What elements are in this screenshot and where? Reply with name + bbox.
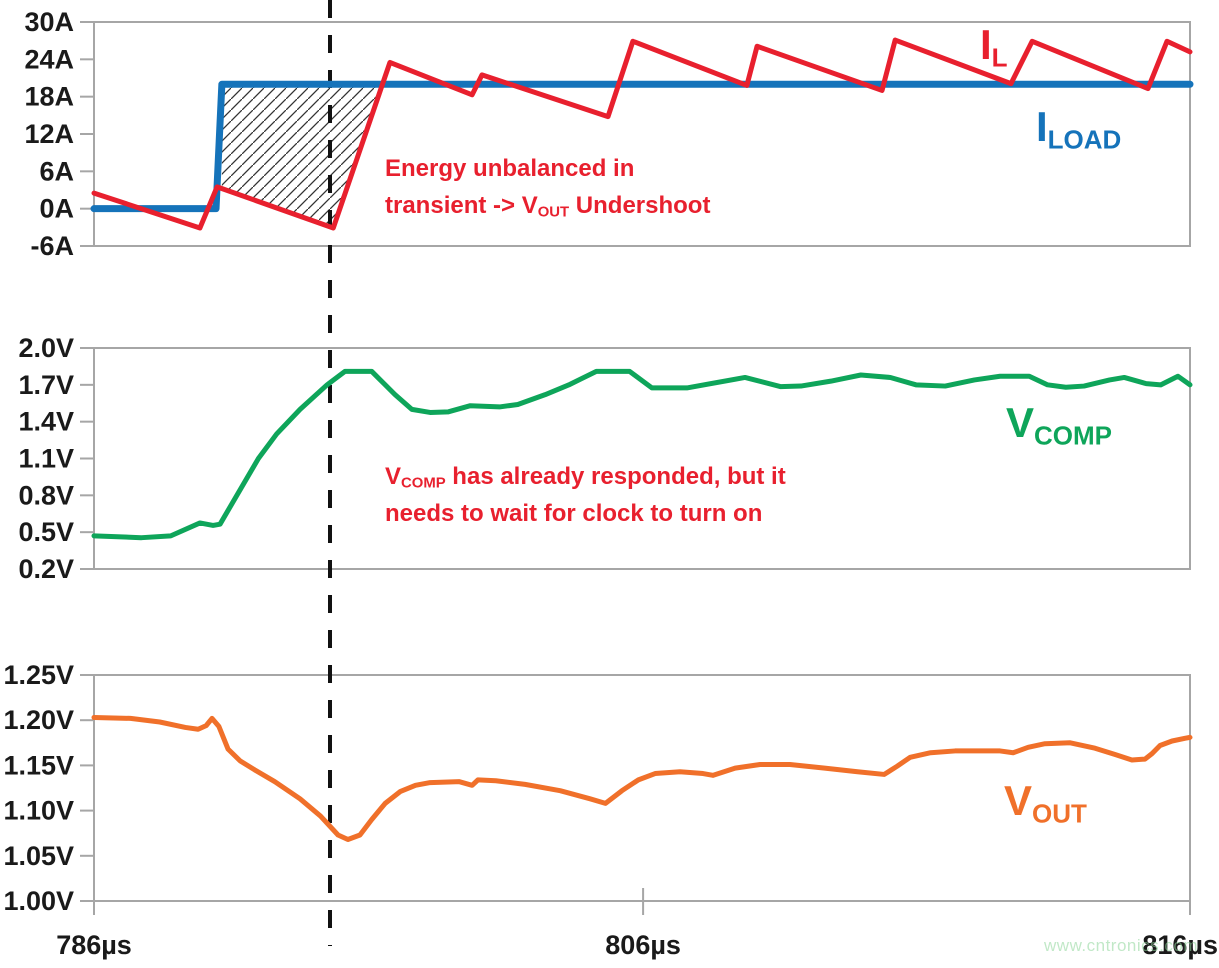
y-tick-label: 0A	[39, 194, 74, 224]
y-tick-label: 1.20V	[3, 705, 74, 735]
y-tick-label: 24A	[24, 44, 74, 74]
y-tick-label: 1.25V	[3, 660, 74, 690]
y-tick-label: 12A	[24, 119, 74, 149]
y-tick-label: 2.0V	[18, 333, 74, 363]
watermark: www.cntronics.com	[1044, 936, 1198, 955]
y-tick-label: 1.15V	[3, 750, 74, 780]
annotation-line: transient -> V	[385, 192, 538, 219]
iload-label-sub: LOAD	[1047, 124, 1122, 155]
y-tick-label: 1.10V	[3, 796, 74, 826]
panel-border-vout	[93, 674, 1191, 902]
y-tick-label: 1.7V	[18, 370, 74, 400]
il-label-sub: L	[991, 42, 1008, 73]
y-tick-label: 18A	[24, 82, 74, 112]
annotation-subscript: COMP	[401, 475, 446, 492]
iload-curve	[90, 80, 1194, 213]
y-tick-label: 1.05V	[3, 841, 74, 871]
annotation-line: Undershoot	[569, 192, 711, 219]
vout_sig-curve	[91, 714, 1193, 843]
il-curve	[91, 37, 1193, 231]
x-tick-label: 806µs	[605, 930, 681, 960]
vcomp-response-annotation: VCOMP has already responded, but it need…	[385, 458, 786, 532]
y-tick-label: 0.2V	[18, 554, 74, 584]
il-label-main: I	[980, 21, 992, 68]
y-tick-label: 1.00V	[3, 886, 74, 916]
iload-series-label: ILOAD	[1036, 103, 1121, 153]
y-tick-label: 1.1V	[18, 444, 74, 474]
vout-label-sub: OUT	[1032, 798, 1087, 829]
vcomp-series-label: VCOMP	[1006, 399, 1112, 449]
y-tick-label: 30A	[24, 7, 74, 37]
annotation-subscript: OUT	[537, 204, 570, 221]
y-tick-label: -6A	[30, 231, 74, 261]
y-tick-label: 0.8V	[18, 480, 74, 510]
undershoot-hatch-area	[221, 84, 383, 228]
vout-label-main: V	[1004, 777, 1033, 824]
vcomp-label-main: V	[1006, 399, 1035, 446]
annotation-line: needs to wait for clock to turn on	[385, 500, 763, 527]
iload-label-main: I	[1036, 103, 1048, 150]
x-tick-label: 816µs	[1142, 930, 1218, 960]
annotation-line: V	[385, 463, 402, 490]
vout-series-label: VOUT	[1004, 777, 1087, 827]
energy-unbalanced-annotation: Energy unbalanced in transient -> VOUT U…	[385, 150, 710, 224]
il-series-label: IL	[980, 21, 1008, 71]
annotation-line: Energy unbalanced in	[385, 155, 635, 182]
x-tick-label: 786µs	[56, 930, 132, 960]
y-tick-label: 0.5V	[18, 517, 74, 547]
annotation-line: has already responded, but it	[445, 463, 786, 490]
vcomp-label-sub: COMP	[1034, 420, 1113, 451]
vcomp_sig-curve	[91, 368, 1193, 541]
y-tick-label: 1.4V	[18, 407, 74, 437]
y-tick-label: 6A	[39, 156, 74, 186]
